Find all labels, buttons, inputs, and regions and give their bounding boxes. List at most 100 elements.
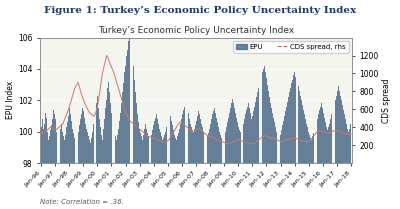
Bar [252, 116, 253, 163]
Bar [154, 121, 155, 163]
Bar [240, 132, 241, 163]
Bar [281, 130, 282, 163]
Bar [68, 116, 69, 163]
Bar [293, 75, 294, 163]
Bar [137, 115, 138, 163]
Bar [141, 136, 142, 163]
Bar [350, 124, 351, 163]
Bar [256, 97, 257, 163]
Bar [207, 136, 208, 163]
Bar [91, 138, 92, 163]
Bar [218, 127, 219, 163]
Bar [307, 127, 308, 163]
Bar [320, 107, 321, 163]
Bar [157, 119, 158, 163]
Bar [153, 125, 154, 163]
Bar [215, 113, 216, 163]
Bar [146, 129, 147, 163]
Bar [118, 129, 119, 163]
Bar [159, 129, 160, 163]
Bar [243, 124, 244, 163]
Bar [85, 124, 86, 163]
Bar [345, 119, 346, 163]
Bar [61, 124, 62, 163]
Bar [314, 129, 316, 163]
Bar [161, 136, 162, 163]
Bar [348, 132, 349, 163]
Bar [62, 132, 63, 163]
Bar [274, 122, 275, 163]
Bar [56, 132, 57, 163]
Bar [202, 127, 203, 163]
Bar [52, 119, 53, 163]
Bar [217, 122, 218, 163]
Bar [209, 129, 210, 163]
Bar [121, 103, 122, 163]
Bar [235, 113, 236, 163]
Bar [51, 125, 52, 163]
Bar [260, 78, 262, 163]
Bar [80, 119, 81, 163]
Bar [234, 108, 235, 163]
Bar [258, 88, 259, 163]
Bar [337, 91, 338, 163]
Bar [90, 143, 91, 163]
Y-axis label: CDS spread: CDS spread [382, 78, 391, 122]
Bar [176, 140, 177, 163]
Bar [263, 69, 264, 163]
Bar [222, 140, 224, 163]
Bar [83, 111, 84, 163]
Bar [210, 124, 211, 163]
Bar [291, 83, 292, 163]
Bar [104, 119, 105, 163]
Bar [200, 119, 201, 163]
Text: Note: Correlation = .36.: Note: Correlation = .36. [40, 199, 124, 205]
Bar [318, 115, 319, 163]
Bar [49, 136, 50, 163]
Bar [341, 100, 342, 163]
Bar [211, 119, 212, 163]
Bar [166, 127, 167, 163]
Bar [94, 113, 96, 163]
Bar [192, 130, 193, 163]
Bar [199, 115, 200, 163]
Bar [347, 129, 348, 163]
Bar [133, 66, 134, 163]
Bar [122, 92, 123, 163]
Bar [130, 45, 132, 163]
Bar [249, 108, 250, 163]
Bar [325, 122, 326, 163]
Bar [212, 115, 213, 163]
Bar [246, 110, 247, 163]
Bar [329, 124, 330, 163]
Bar [340, 96, 341, 163]
Bar [81, 115, 82, 163]
Bar [268, 91, 269, 163]
Bar [65, 135, 66, 163]
Bar [108, 82, 109, 163]
Bar [289, 92, 290, 163]
Bar [271, 108, 272, 163]
Legend: EPU, CDS spread, rhs: EPU, CDS spread, rhs [234, 41, 348, 53]
Bar [284, 116, 285, 163]
Bar [126, 56, 127, 163]
Bar [58, 135, 60, 163]
Bar [181, 119, 182, 163]
Bar [156, 115, 157, 163]
Bar [216, 117, 217, 163]
Bar [266, 78, 267, 163]
Bar [233, 103, 234, 163]
Text: Figure 1: Turkey’s Economic Policy Uncertainty Index: Figure 1: Turkey’s Economic Policy Uncer… [44, 6, 356, 15]
Bar [79, 125, 80, 163]
Bar [303, 110, 304, 163]
Bar [304, 115, 305, 163]
Bar [270, 103, 271, 163]
Bar [282, 125, 283, 163]
Bar [171, 121, 172, 163]
Bar [338, 86, 339, 163]
Bar [237, 122, 238, 163]
Bar [231, 103, 232, 163]
Bar [144, 129, 145, 163]
Bar [198, 111, 199, 163]
Bar [151, 135, 152, 163]
